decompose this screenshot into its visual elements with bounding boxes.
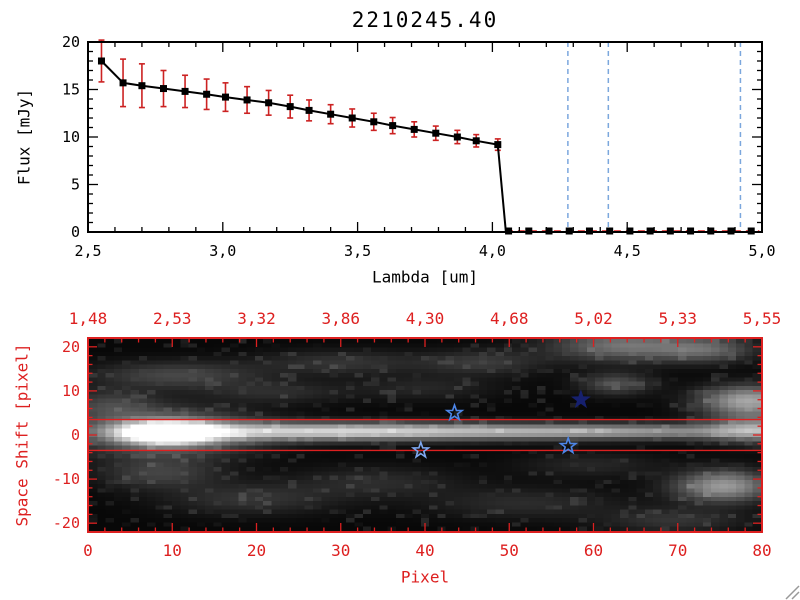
spectrum-line: [100, 60, 762, 233]
top-plot-ticks: [87, 41, 763, 233]
lambda-tick-labels: 1,48 2,53 3,32 3,86 4,30 4,68 5,02 5,33 5,55: [69, 309, 782, 328]
aperture-lines: [88, 418, 762, 452]
open-star-icon: [410, 439, 431, 459]
svg-text:4,30: 4,30: [406, 309, 445, 328]
svg-text:2,53: 2,53: [153, 309, 192, 328]
pixel-axis-label: Pixel: [400, 567, 450, 587]
svg-text:0: 0: [71, 223, 80, 241]
svg-text:5,33: 5,33: [658, 309, 697, 328]
svg-text:2,5: 2,5: [74, 242, 101, 260]
svg-text:70: 70: [668, 541, 687, 560]
svg-text:4,0: 4,0: [479, 242, 506, 260]
svg-text:10: 10: [62, 128, 80, 146]
svg-text:5: 5: [71, 176, 80, 194]
open-star-icon: [444, 402, 465, 422]
top-plot-frame: [87, 41, 763, 233]
svg-text:5,02: 5,02: [574, 309, 613, 328]
svg-text:30: 30: [331, 541, 350, 560]
svg-text:20: 20: [62, 33, 80, 51]
star-markers: [410, 389, 591, 459]
svg-text:3,86: 3,86: [321, 309, 360, 328]
svg-text:5,55: 5,55: [743, 309, 782, 328]
plot-title: 2210245.40: [351, 8, 499, 32]
blue-dashed-vlines: [567, 42, 742, 232]
pixel-tick-labels: 0 10 20 30 40 50 60 70 80: [83, 541, 771, 560]
spectral-image: [89, 339, 761, 531]
svg-text:-10: -10: [53, 470, 80, 488]
svg-text:-20: -20: [53, 514, 80, 532]
svg-text:15: 15: [62, 81, 80, 99]
svg-text:4,5: 4,5: [614, 242, 641, 260]
filled-star-icon: [571, 389, 591, 409]
svg-text:1,48: 1,48: [69, 309, 108, 328]
data-point-squares: [97, 57, 755, 235]
open-star-icon: [558, 435, 579, 455]
svg-text:50: 50: [500, 541, 519, 560]
svg-text:0: 0: [71, 426, 80, 444]
svg-text:3,0: 3,0: [209, 242, 236, 260]
svg-text:5,0: 5,0: [748, 242, 775, 260]
svg-text:4,68: 4,68: [490, 309, 529, 328]
top-plot-tick-labels: 2,5 3,0 3,5 4,0 4,5 5,0 0 5 10 15 20: [62, 33, 776, 260]
resize-grip-icon: [785, 585, 800, 600]
bottom-plot-ticks: [87, 337, 763, 533]
svg-text:20: 20: [62, 338, 80, 356]
space-shift-tick-labels: -20 -10 0 10 20: [53, 338, 80, 532]
svg-text:80: 80: [752, 541, 771, 560]
svg-text:60: 60: [584, 541, 603, 560]
svg-text:10: 10: [163, 541, 182, 560]
svg-text:40: 40: [415, 541, 434, 560]
space-shift-axis-label: Space Shift [pixel]: [12, 343, 32, 527]
svg-text:0: 0: [83, 541, 93, 560]
flux-axis-label: Flux [mJy]: [14, 88, 34, 186]
lambda-axis-label: Lambda [um]: [372, 267, 478, 287]
bottom-plot-frame: [87, 337, 763, 533]
svg-text:20: 20: [247, 541, 266, 560]
svg-text:3,5: 3,5: [344, 242, 371, 260]
svg-text:10: 10: [62, 382, 80, 400]
svg-text:3,32: 3,32: [237, 309, 276, 328]
